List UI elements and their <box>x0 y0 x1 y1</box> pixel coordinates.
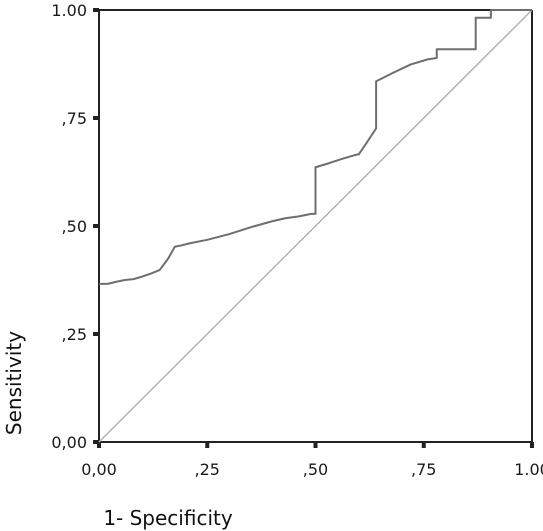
y-tick-label: 0,00 <box>51 433 87 452</box>
x-tick-label: 0,00 <box>81 460 117 479</box>
x-tick-label: 1.00 <box>514 460 543 479</box>
y-axis-title: Sensitivity <box>2 331 26 435</box>
axis-ticks: 0,00 ,25 ,50 ,75 1.00 0,00 ,25 ,50 ,75 1.00 <box>51 1 543 479</box>
y-tick-label: ,75 <box>62 109 87 128</box>
x-tick-label: ,50 <box>303 460 328 479</box>
y-tick-label: ,25 <box>62 325 87 344</box>
y-tick-label: 1.00 <box>51 1 87 20</box>
x-tick-label: ,75 <box>411 460 436 479</box>
roc-curve-line <box>99 9 532 285</box>
y-tick-label: ,50 <box>62 217 87 236</box>
reference-diagonal-line <box>98 9 533 443</box>
series-layer <box>98 9 533 443</box>
x-axis-title: 1- Specificity <box>103 506 233 530</box>
x-tick-label: ,25 <box>195 460 220 479</box>
